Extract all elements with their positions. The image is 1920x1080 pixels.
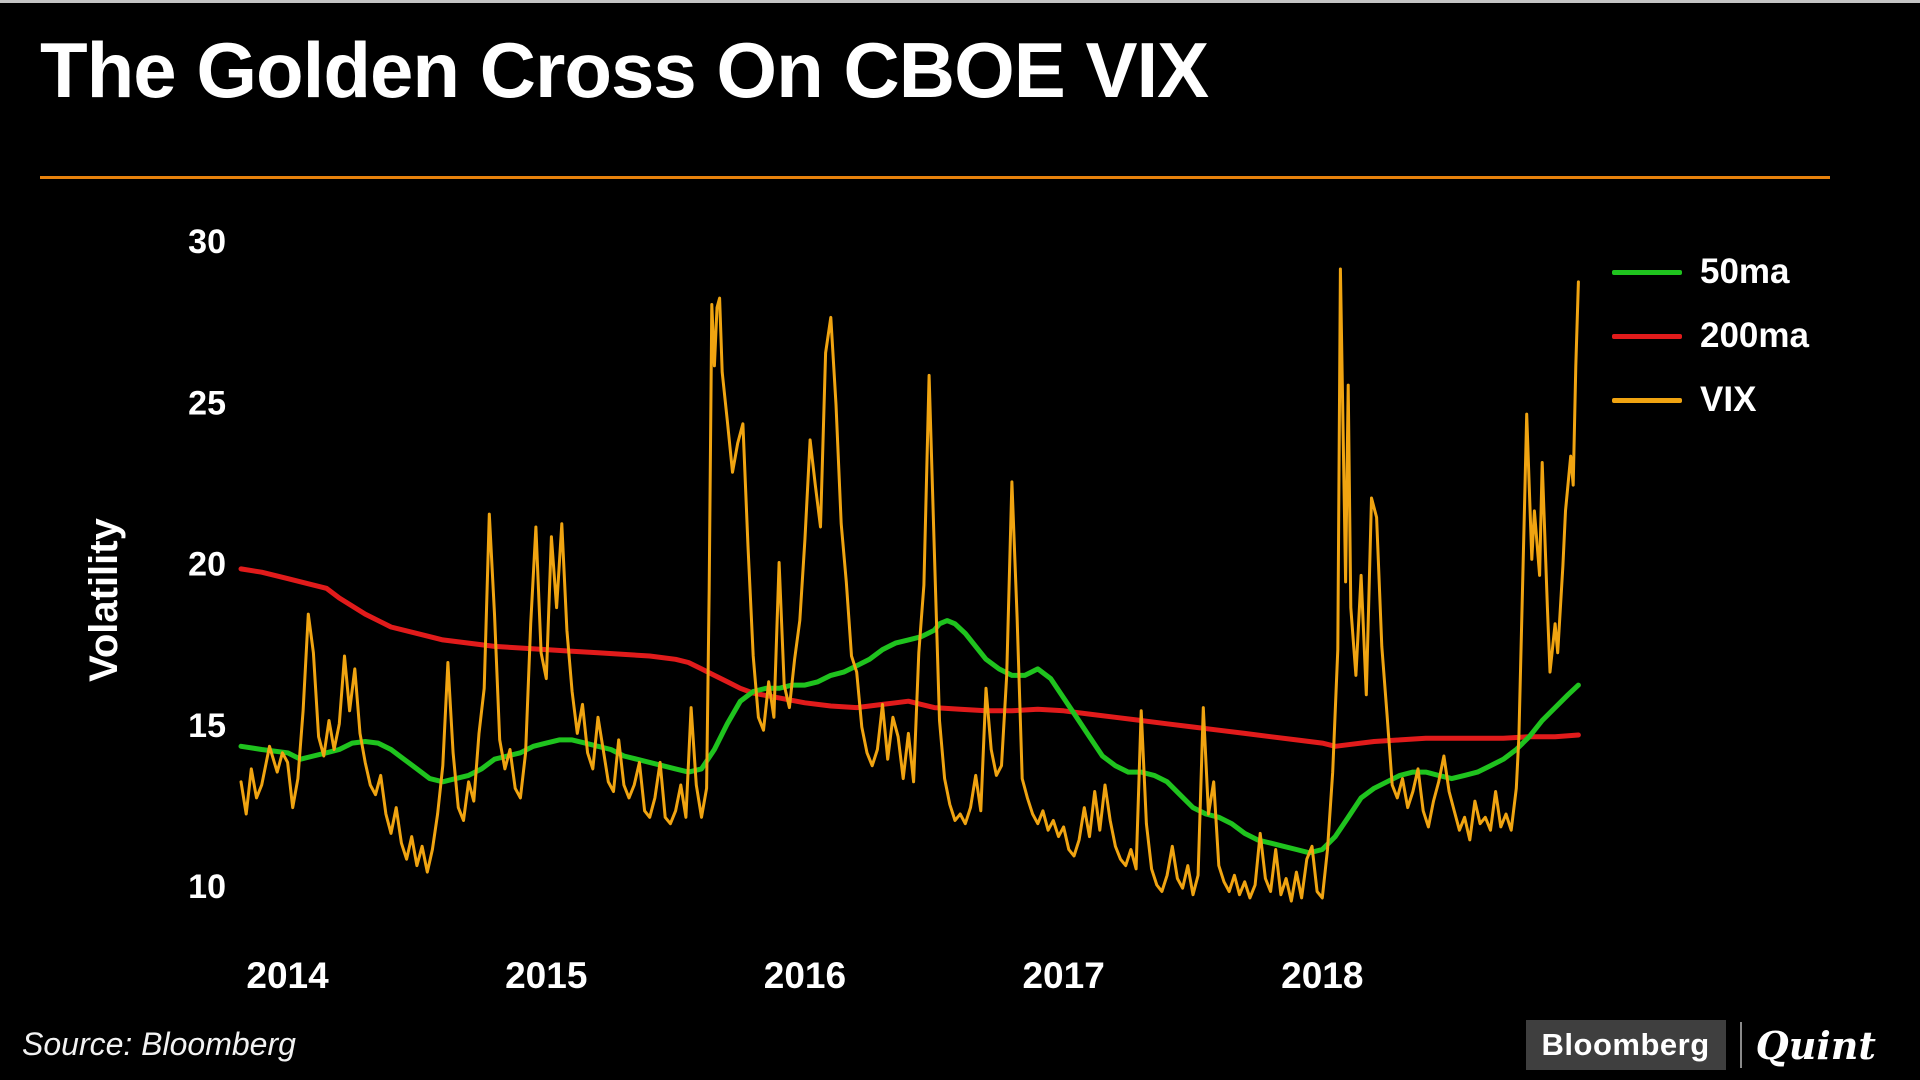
legend-label-200ma: 200ma [1700, 316, 1809, 355]
legend-item-vix: VIX [1612, 380, 1809, 420]
legend-swatch-50ma [1612, 269, 1682, 275]
y-tick-label: 15 [188, 707, 226, 745]
series-line-50ma [238, 618, 1581, 856]
y-tick-label: 10 [188, 868, 226, 906]
series-line-200ma [238, 566, 1581, 749]
brand-logo: Bloomberg Quint [1525, 1020, 1876, 1070]
quint-logo: Quint [1755, 1022, 1876, 1068]
legend-swatch-vix [1612, 397, 1682, 403]
source-credit: Source: Bloomberg [22, 1026, 296, 1062]
title-underline [40, 176, 1830, 179]
series-line-vix [239, 267, 1580, 903]
chart-legend: 50ma 200ma VIX [1612, 252, 1809, 444]
legend-label-50ma: 50ma [1700, 252, 1790, 291]
legend-item-200ma: 200ma [1612, 316, 1809, 356]
logo-divider [1739, 1022, 1742, 1068]
x-tick-label: 2016 [764, 955, 846, 996]
x-tick-label: 2017 [1022, 955, 1104, 996]
top-border [0, 0, 1920, 3]
legend-item-50ma: 50ma [1612, 252, 1809, 292]
legend-label-vix: VIX [1700, 380, 1757, 419]
legend-swatch-200ma [1612, 333, 1682, 339]
bloomberg-logo: Bloomberg [1525, 1020, 1726, 1070]
y-tick-label: 20 [188, 546, 226, 584]
x-tick-label: 2014 [246, 955, 329, 996]
page-title: The Golden Cross On CBOE VIX [40, 26, 1209, 114]
y-tick-label: 30 [188, 223, 226, 261]
x-tick-label: 2015 [505, 955, 587, 996]
y-tick-label: 25 [188, 384, 226, 422]
x-tick-label: 2018 [1281, 955, 1363, 996]
